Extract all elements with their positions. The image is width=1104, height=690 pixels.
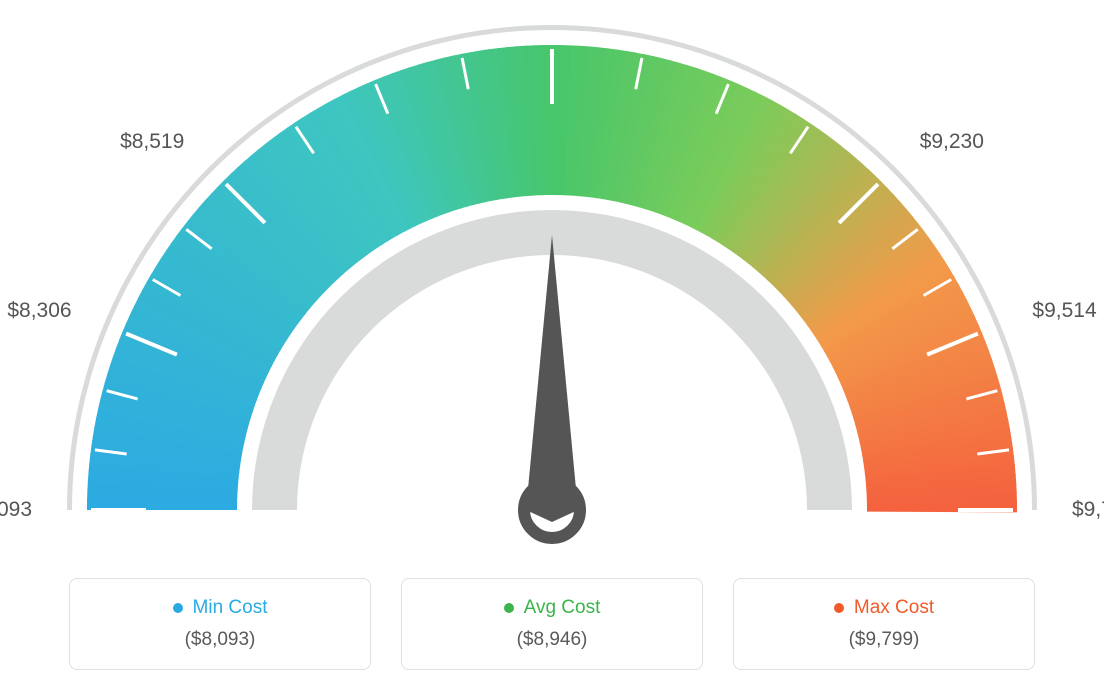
legend-max-value: ($9,799) — [734, 629, 1034, 651]
gauge-chart: $8,093 $8,306 $8,519 $8,946 $9,230 $9,514 $9,7… — [0, 0, 1104, 560]
gauge-tick-label: $9,230 — [920, 130, 1010, 154]
legend-min: Min Cost ($8,093) — [69, 578, 371, 670]
chart-container: $8,093 $8,306 $8,519 $8,946 $9,230 $9,514 $9,7… — [0, 0, 1104, 690]
gauge-tick-label: $9,514 — [1032, 299, 1104, 323]
legend-min-label: Min Cost — [193, 597, 268, 619]
gauge-tick-label: $8,093 — [0, 498, 32, 522]
legend-max: Max Cost ($9,799) — [733, 578, 1035, 670]
legend-min-value: ($8,093) — [70, 629, 370, 651]
legend-avg-label: Avg Cost — [524, 597, 601, 619]
gauge-tick-label: $8,519 — [94, 130, 184, 154]
gauge-tick-label: $8,946 — [507, 0, 597, 2]
legend-row: Min Cost ($8,093) Avg Cost ($8,946) Max … — [0, 578, 1104, 670]
dot-icon — [834, 603, 844, 613]
gauge-tick-label: $8,306 — [0, 299, 72, 323]
gauge-tick-label: $9,799 — [1072, 498, 1104, 522]
legend-max-label: Max Cost — [854, 597, 934, 619]
legend-avg: Avg Cost ($8,946) — [401, 578, 703, 670]
legend-avg-value: ($8,946) — [402, 629, 702, 651]
dot-icon — [504, 603, 514, 613]
dot-icon — [173, 603, 183, 613]
